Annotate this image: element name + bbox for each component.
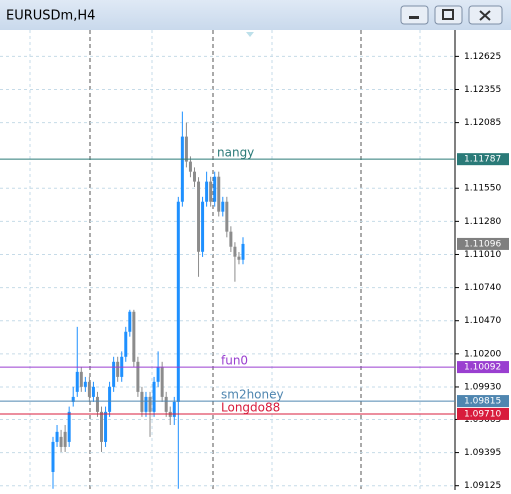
level-price-label: 1.09710 [464, 409, 501, 419]
y-tick-label: 1.10470 [464, 316, 501, 326]
candle-body [144, 396, 148, 412]
candle-body [225, 201, 229, 232]
plot-area [0, 30, 511, 490]
candle-body [140, 391, 144, 412]
level-price-label: 1.11787 [464, 155, 501, 165]
candle-body [67, 411, 71, 442]
shift-marker [246, 32, 254, 37]
minimize-button[interactable] [400, 5, 429, 25]
window-title: EURUSDm,H4 [6, 9, 95, 24]
candle-body [104, 411, 108, 442]
candle-body [152, 381, 156, 412]
candle-body [209, 181, 213, 202]
current-price-label: 1.11096 [464, 239, 501, 249]
candle-body [229, 231, 233, 247]
candle-body [59, 436, 63, 447]
candle-body [112, 361, 116, 387]
y-tick-label: 1.09930 [464, 382, 501, 392]
level-price-box [457, 361, 509, 374]
candle-body [79, 371, 83, 387]
candle-body [124, 331, 128, 357]
candle-body [213, 176, 217, 202]
candle-body [148, 396, 152, 412]
candle-body [217, 176, 221, 212]
candle-body [132, 311, 136, 362]
close-button[interactable] [468, 5, 503, 25]
candle-body [241, 243, 245, 260]
candle-body [237, 256, 241, 260]
current-price-box [457, 237, 509, 250]
level-name: Longdo88 [221, 400, 280, 414]
level-name: nangy [217, 146, 254, 160]
y-tick-label: 1.09395 [464, 448, 501, 458]
level-price-box [457, 153, 509, 166]
candle-body [100, 411, 104, 442]
level-price-box [457, 395, 509, 408]
candle-body [71, 396, 75, 402]
candle-body [233, 246, 237, 257]
level-price-label: 1.10092 [464, 363, 501, 373]
candle-body [55, 431, 59, 442]
candle-body [83, 381, 87, 387]
y-tick-label: 1.09665 [464, 415, 501, 425]
candle-body [108, 386, 112, 412]
candle-body [160, 366, 164, 397]
y-tick-label: 1.10740 [464, 283, 501, 293]
candle-body [201, 201, 205, 252]
level-price-box [457, 407, 509, 420]
candle-body [87, 381, 91, 397]
candle-body [172, 401, 176, 417]
y-tick-label: 1.12355 [464, 85, 501, 95]
y-tick-label: 1.10200 [464, 349, 501, 359]
candle-body [221, 201, 225, 212]
candle-body [176, 201, 180, 402]
candle-body [205, 181, 209, 202]
vertical-grid [29, 30, 421, 490]
level-name: sm2honey [221, 388, 284, 402]
candle-body [63, 431, 67, 447]
candle-body [95, 396, 99, 412]
y-tick-label: 1.09125 [464, 481, 501, 490]
candle-body [136, 361, 140, 392]
y-tick-label: 1.12085 [464, 118, 501, 128]
candle-body [188, 161, 192, 172]
candle-body [184, 136, 188, 162]
level-price-label: 1.09815 [464, 397, 501, 407]
candle-body [192, 171, 196, 182]
candle-body [180, 136, 184, 202]
candle-body [75, 371, 79, 392]
candle-body [116, 361, 120, 377]
y-tick-label: 1.11010 [464, 250, 501, 260]
candle-body [128, 311, 132, 332]
y-tick-label: 1.12625 [464, 52, 501, 62]
candle-body [164, 396, 168, 412]
candle-body [91, 386, 95, 397]
level-name: fun0 [221, 354, 248, 368]
maximize-button[interactable] [434, 5, 463, 25]
candle-body [156, 366, 160, 382]
candle-body [51, 441, 55, 472]
y-tick-label: 1.11280 [464, 217, 501, 227]
candle-body [197, 181, 201, 252]
y-tick-label: 1.11550 [464, 184, 501, 194]
